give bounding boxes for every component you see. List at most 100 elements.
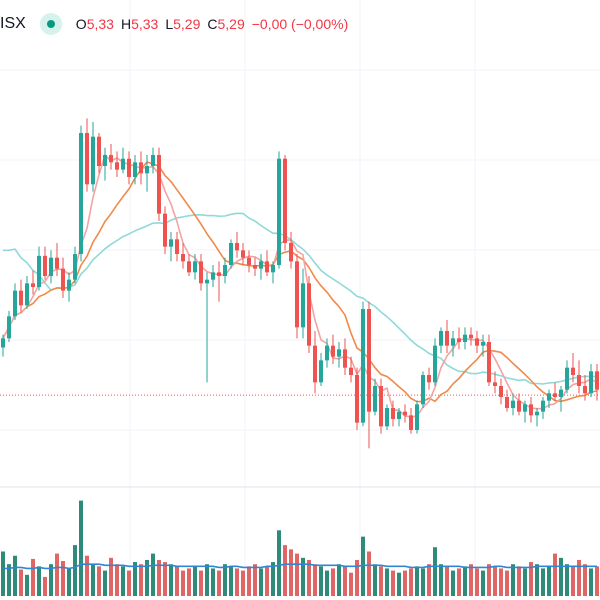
volume-bar xyxy=(445,566,449,596)
volume-bar xyxy=(499,568,503,596)
volume-bar xyxy=(349,572,353,596)
volume-bars xyxy=(1,500,599,596)
candle-body xyxy=(211,272,215,280)
candle-body xyxy=(331,345,335,357)
volume-bar xyxy=(409,568,413,596)
volume-bar xyxy=(157,559,161,596)
volume-bar xyxy=(103,570,107,596)
volume-bar xyxy=(283,545,287,596)
volume-bar xyxy=(535,564,539,596)
volume-bar xyxy=(19,569,23,596)
candle-body xyxy=(295,261,299,328)
candle-body xyxy=(325,345,329,361)
volume-moving-average xyxy=(3,563,597,570)
candle-body xyxy=(229,243,233,265)
ma-long-line xyxy=(3,212,598,385)
volume-bar xyxy=(235,568,239,596)
low-value: 5,29 xyxy=(173,16,201,32)
volume-bar xyxy=(541,568,545,596)
open-label: O xyxy=(75,16,87,32)
candle-body xyxy=(277,158,281,265)
candle-body xyxy=(223,265,227,276)
candle-body xyxy=(379,386,383,427)
candle-body xyxy=(103,155,107,166)
low-label: L xyxy=(165,16,174,32)
candle-body xyxy=(475,338,479,346)
volume-bar xyxy=(439,564,443,596)
candle-body xyxy=(361,309,365,423)
volume-bar xyxy=(31,558,35,596)
candle-body xyxy=(271,265,275,273)
volume-bar xyxy=(469,564,473,596)
volume-bar xyxy=(529,562,533,596)
candle-body xyxy=(1,338,5,348)
candle-body xyxy=(577,375,581,386)
candle-body xyxy=(433,345,437,383)
volume-bar xyxy=(55,553,59,596)
candle-body xyxy=(121,158,125,170)
candle-body xyxy=(535,411,539,416)
volume-bar xyxy=(343,566,347,596)
volume-bar xyxy=(25,574,29,596)
volume-bar xyxy=(265,566,269,596)
volume-bar xyxy=(91,564,95,596)
candle-body xyxy=(553,393,557,397)
candle-body xyxy=(127,158,131,177)
volume-bar xyxy=(361,536,365,596)
market-status-indicator[interactable] xyxy=(39,13,62,35)
volume-bar xyxy=(229,566,233,596)
volume-bar xyxy=(385,568,389,596)
candle-body xyxy=(193,261,197,273)
candle-body xyxy=(115,162,119,170)
volume-bar xyxy=(313,564,317,596)
candle-body xyxy=(349,367,353,375)
candle-body xyxy=(451,338,455,346)
volume-bar xyxy=(61,561,65,596)
volume-bar xyxy=(163,562,167,596)
candle-body xyxy=(181,254,185,262)
volume-bar xyxy=(451,570,455,596)
volume-bar xyxy=(367,551,371,596)
candle-body xyxy=(421,375,425,405)
volume-bar xyxy=(271,562,275,596)
candle-body xyxy=(67,279,71,291)
open-value: 5,33 xyxy=(86,16,114,32)
status-dot-icon xyxy=(46,20,55,28)
candle-body xyxy=(253,265,257,269)
candle-body xyxy=(151,155,155,166)
volume-bar xyxy=(475,568,479,596)
volume-bar xyxy=(187,568,191,596)
volume-bar xyxy=(433,547,437,596)
volume-bar xyxy=(331,568,335,596)
candle-body xyxy=(319,360,323,383)
candle-body xyxy=(37,255,41,287)
volume-bar xyxy=(295,553,299,596)
ma-mid-line xyxy=(2,161,598,403)
candle-body xyxy=(97,136,101,166)
volume-bar xyxy=(97,566,101,596)
volume-bar xyxy=(37,566,41,596)
volume-bar xyxy=(253,564,257,596)
volume-bar xyxy=(463,566,467,596)
volume-bar xyxy=(325,570,329,596)
volume-bar xyxy=(337,564,341,596)
candle-body xyxy=(505,397,509,408)
candle-body xyxy=(199,261,203,284)
volume-bar xyxy=(379,566,383,596)
candle-body xyxy=(61,268,65,291)
symbol-label[interactable]: ISX xyxy=(0,15,26,32)
volume-bar xyxy=(109,557,113,596)
candle-body xyxy=(439,331,443,346)
volume-bar xyxy=(127,570,131,596)
volume-bar xyxy=(79,500,83,596)
volume-bar xyxy=(373,564,377,596)
candle-body xyxy=(205,279,209,284)
volume-bar xyxy=(49,564,53,596)
close-value: 5,29 xyxy=(217,16,245,32)
volume-bar xyxy=(145,559,149,596)
volume-bar xyxy=(115,564,119,596)
volume-bar xyxy=(595,566,599,596)
candle-body xyxy=(595,371,599,390)
volume-bar xyxy=(427,564,431,596)
